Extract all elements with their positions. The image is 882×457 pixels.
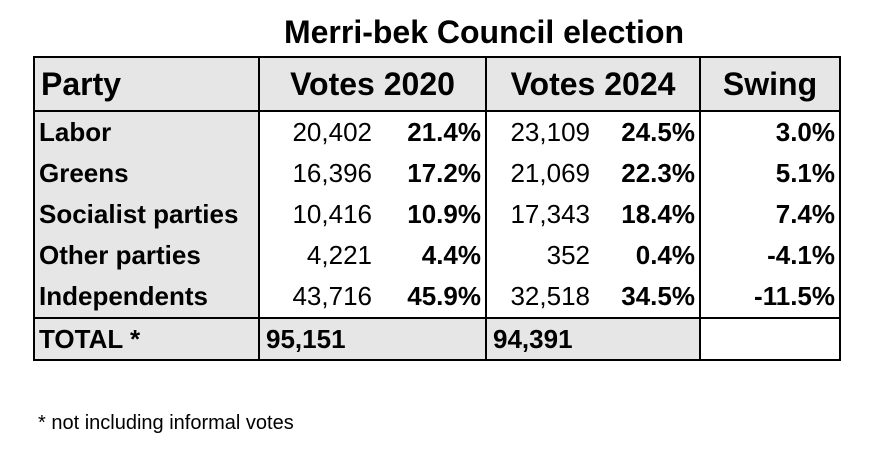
header-votes-2020: Votes 2020 xyxy=(258,56,487,112)
table-row: Greens 16,396 17.2% 21,069 22.3% 5.1% xyxy=(33,153,841,194)
votes-2020: 4,221 xyxy=(306,240,372,270)
swing-value: -11.5% xyxy=(700,276,841,318)
pct-2020: 45.9% xyxy=(376,276,487,318)
votes-2024: 23,109 xyxy=(510,117,590,147)
votes-2020: 20,402 xyxy=(292,117,372,147)
pct-2024: 34.5% xyxy=(594,276,701,318)
votes-2020: 43,716 xyxy=(292,281,372,311)
pct-2020: 10.9% xyxy=(376,194,487,235)
party-name: Independents xyxy=(33,276,260,318)
votes-2024: 32,518 xyxy=(510,281,590,311)
pct-2024: 0.4% xyxy=(594,235,701,276)
votes-2024: 17,343 xyxy=(510,199,590,229)
page-title: Merri-bek Council election xyxy=(283,14,685,50)
total-row: TOTAL * 95,151 94,391 xyxy=(33,317,841,361)
pct-2024: 18.4% xyxy=(594,194,701,235)
votes-2020: 16,396 xyxy=(292,158,372,188)
total-votes-2024: 94,391 xyxy=(486,317,701,361)
total-votes-2020: 95,151 xyxy=(259,317,487,361)
table-row: Socialist parties 10,416 10.9% 17,343 18… xyxy=(33,194,841,235)
table-row: Other parties 4,221 4.4% 352 0.4% -4.1% xyxy=(33,235,841,276)
total-swing-empty xyxy=(700,317,841,361)
swing-value: -4.1% xyxy=(700,235,841,276)
header-party: Party xyxy=(33,56,260,112)
party-name: Other parties xyxy=(33,235,260,276)
votes-2024: 352 xyxy=(546,240,590,270)
pct-2020: 17.2% xyxy=(376,153,487,194)
swing-value: 3.0% xyxy=(700,111,841,153)
pct-2020: 4.4% xyxy=(376,235,487,276)
table-row: Independents 43,716 45.9% 32,518 34.5% -… xyxy=(33,276,841,318)
party-name: Labor xyxy=(33,111,260,153)
pct-2024: 24.5% xyxy=(594,111,701,153)
table-header-row: Party Votes 2020 Votes 2024 Swing xyxy=(33,56,841,112)
total-label: TOTAL * xyxy=(33,317,260,361)
votes-2020: 10,416 xyxy=(292,199,372,229)
header-votes-2024: Votes 2024 xyxy=(485,56,701,112)
party-name: Socialist parties xyxy=(33,194,260,235)
swing-value: 5.1% xyxy=(700,153,841,194)
party-name: Greens xyxy=(33,153,260,194)
header-swing: Swing xyxy=(699,56,841,112)
pct-2020: 21.4% xyxy=(376,111,487,153)
swing-value: 7.4% xyxy=(700,194,841,235)
table-row: Labor 20,402 21.4% 23,109 24.5% 3.0% xyxy=(33,111,841,153)
pct-2024: 22.3% xyxy=(594,153,701,194)
results-table: Party Votes 2020 Votes 2024 Swing Labor … xyxy=(33,56,841,361)
votes-2024: 21,069 xyxy=(510,158,590,188)
footnote: * not including informal votes xyxy=(38,412,294,434)
